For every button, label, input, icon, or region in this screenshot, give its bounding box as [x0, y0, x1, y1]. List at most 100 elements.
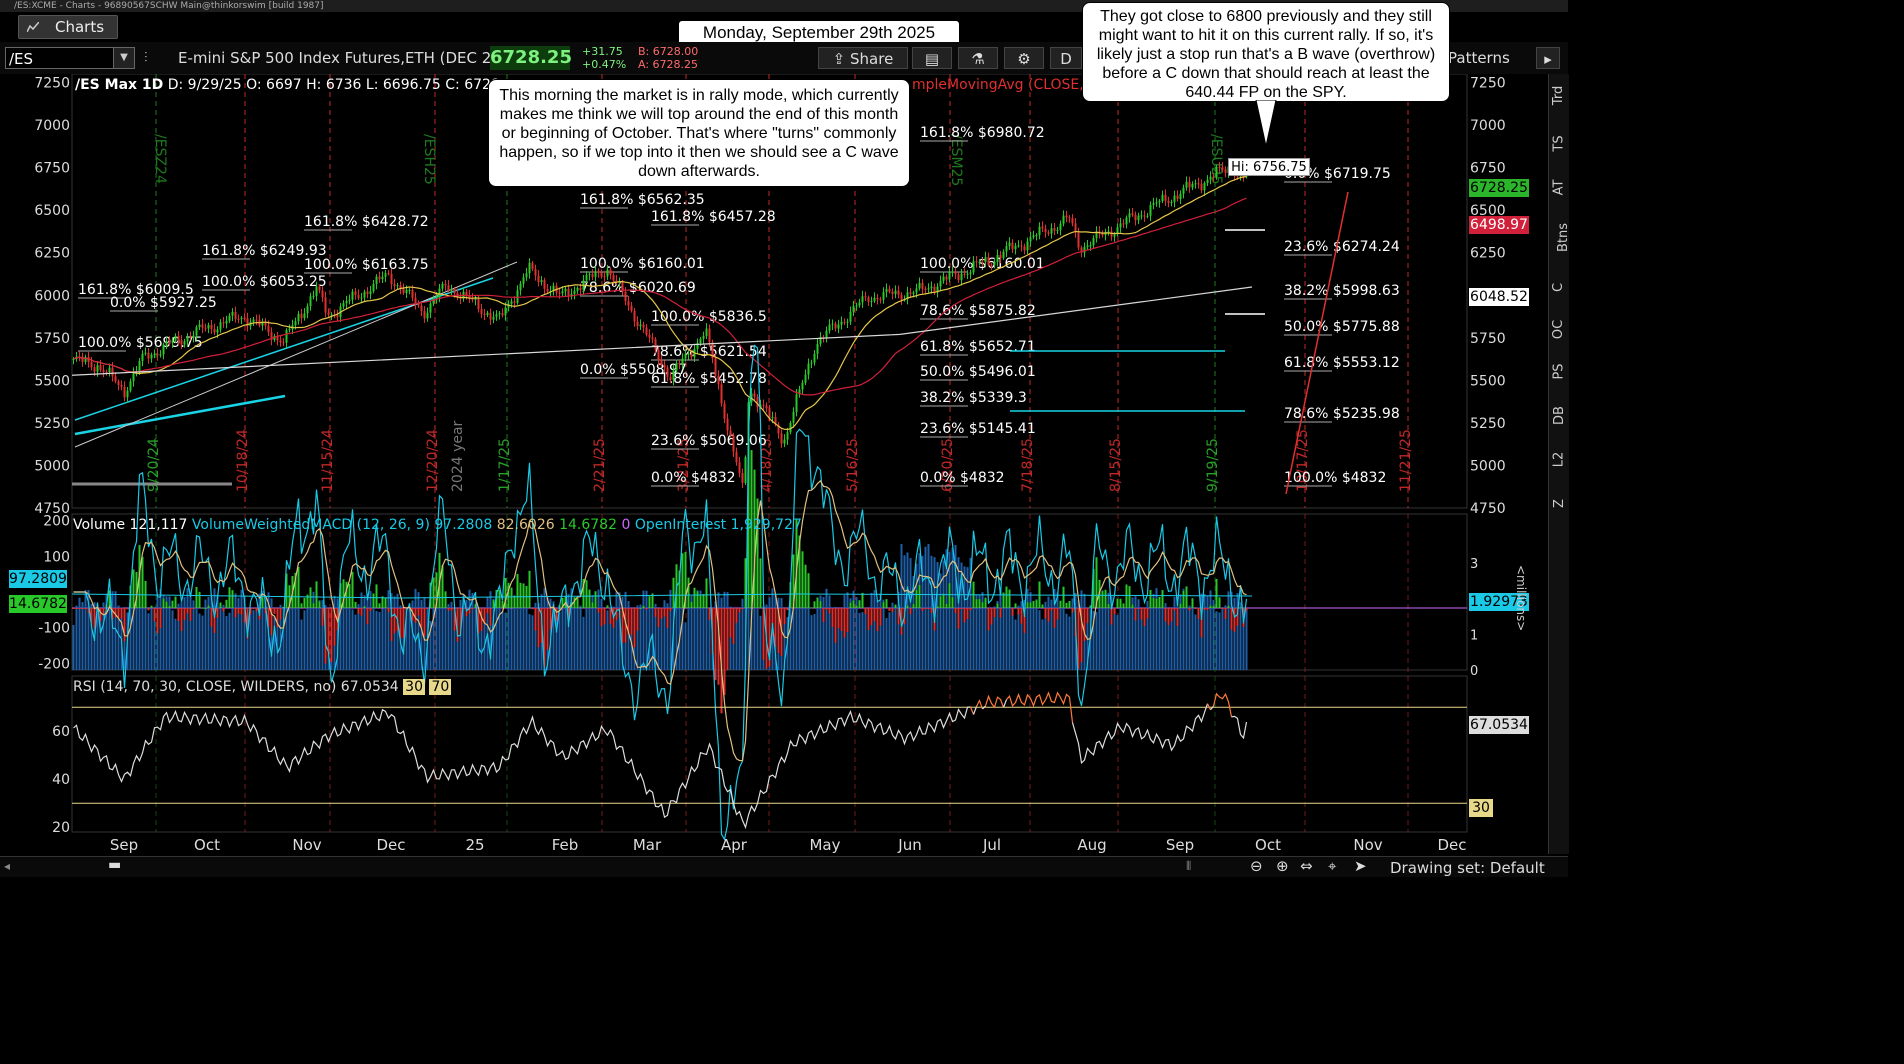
- macd-hist-bar: [216, 608, 219, 618]
- candle-body: [915, 288, 918, 293]
- candle-body: [180, 340, 183, 345]
- macd-hist-bar: [195, 586, 198, 608]
- macd-hist-bar: [189, 608, 192, 621]
- rsi-line: [1002, 699, 1008, 708]
- volume-bar: [339, 592, 342, 670]
- volume-bar: [783, 611, 786, 670]
- sidebar-item-db[interactable]: DB: [1551, 406, 1567, 425]
- rsi-tick-label: 20: [52, 820, 70, 836]
- sidebar-item-l2[interactable]: L2: [1551, 451, 1567, 468]
- scroll-grip-icon[interactable]: ⦀: [1186, 859, 1192, 873]
- macd-hist-bar: [1155, 598, 1158, 608]
- rsi-label: RSI (14, 70, 30, CLOSE, WILDERS, no): [73, 679, 337, 695]
- tab-charts[interactable]: Charts: [18, 15, 118, 39]
- volume-bar: [309, 602, 312, 670]
- macd-hist-bar: [1140, 608, 1143, 620]
- volume-bar: [687, 604, 690, 670]
- patterns-button[interactable]: Patterns: [1448, 49, 1510, 67]
- volume-bar: [228, 612, 231, 670]
- candle-body: [621, 281, 624, 292]
- candle-body: [108, 367, 111, 373]
- volume-bar: [690, 595, 693, 670]
- pin-icon[interactable]: ⫶: [144, 50, 148, 66]
- candle-body: [366, 291, 369, 295]
- volume-bar: [1059, 605, 1062, 670]
- candle-body: [852, 305, 855, 312]
- collapse-button[interactable]: ▸: [1536, 47, 1560, 69]
- symbol-input[interactable]: /ES ▼: [5, 47, 135, 69]
- vertical-date-label: 2024 year: [450, 420, 466, 492]
- macd-hist-bar: [498, 589, 501, 608]
- macd-hist-bar: [261, 597, 264, 608]
- volume-bar: [1062, 603, 1065, 670]
- volume-bar: [588, 594, 591, 670]
- cursor-icon[interactable]: ➤: [1354, 857, 1367, 875]
- zoom-out-icon[interactable]: ⊖: [1250, 857, 1263, 875]
- macd-hist-bar: [435, 572, 438, 608]
- sidebar-item-oc[interactable]: OC: [1551, 319, 1567, 340]
- candle-body: [918, 282, 921, 289]
- macd-hist-bar: [276, 608, 279, 627]
- candle-body: [948, 272, 951, 280]
- share-button[interactable]: ⇪ Share: [818, 47, 908, 69]
- candle-body: [804, 374, 807, 383]
- candle-body: [540, 280, 543, 283]
- candle-body: [204, 327, 207, 329]
- scroll-left-icon[interactable]: ◂: [4, 859, 11, 873]
- candle-body: [156, 353, 159, 356]
- volume-bar: [1185, 598, 1188, 670]
- zoom-in-icon[interactable]: ⊕: [1276, 857, 1289, 875]
- sidebar-item-btns[interactable]: Btns: [1556, 222, 1572, 253]
- candle-body: [300, 313, 303, 319]
- chart-area[interactable]: 9/20/24 10/18/24 11/15/24 12/20/24 2024 year…: [0, 74, 1548, 856]
- volume-bar: [819, 595, 822, 670]
- sidebar-item-z[interactable]: Z: [1551, 499, 1567, 508]
- timeframe-button[interactable]: D: [1050, 47, 1082, 69]
- drawing-set[interactable]: Drawing set: Default: [1390, 859, 1545, 877]
- macd-hist-bar: [513, 595, 516, 608]
- sidebar-item-ps[interactable]: PS: [1551, 363, 1567, 380]
- macd-hist-bar: [636, 608, 639, 631]
- sidebar-item-trd[interactable]: Trd: [1551, 85, 1567, 106]
- volume-bar: [207, 597, 210, 670]
- candle-body: [186, 336, 189, 342]
- chart-background: [0, 74, 1548, 856]
- volume-bar: [549, 598, 552, 670]
- macd-hist-bar: [708, 608, 711, 621]
- macd-hist-bar: [90, 608, 93, 625]
- candle-body: [801, 382, 804, 390]
- fit-icon[interactable]: ⇔: [1300, 857, 1313, 875]
- fib-level-label: 61.8% $5652.71: [920, 339, 1036, 355]
- price-tick-label-right: 6250: [1470, 246, 1506, 262]
- volume-bar: [222, 604, 225, 670]
- candle-body: [90, 362, 93, 368]
- macd-hist-bar: [744, 558, 747, 608]
- candle-body: [468, 294, 471, 299]
- macd-hist-bar: [120, 608, 123, 619]
- macd-hist-bar: [285, 573, 288, 608]
- scroll-handle[interactable]: ▬: [108, 857, 122, 873]
- macd-hist-bar: [801, 551, 804, 608]
- volume-bar: [1203, 593, 1206, 670]
- sidebar-item-ts[interactable]: TS: [1551, 135, 1567, 152]
- settings-button[interactable]: ⚙: [1004, 47, 1044, 69]
- macd-hist-bar: [792, 554, 795, 608]
- candle-body: [123, 386, 126, 398]
- candle-body: [279, 340, 282, 343]
- flask-button[interactable]: ⚗: [958, 47, 998, 69]
- macd-hist-bar: [345, 581, 348, 608]
- crosshair-icon[interactable]: ⌖: [1328, 857, 1337, 875]
- studies-button[interactable]: ▤: [912, 47, 952, 69]
- candle-body: [174, 336, 177, 341]
- volume-bar: [837, 613, 840, 670]
- macd-hist-bar: [996, 603, 999, 608]
- sidebar-item-at[interactable]: AT: [1551, 179, 1567, 196]
- vertical-date-label: 3/21/25: [676, 438, 692, 492]
- sidebar-item-c[interactable]: C: [1551, 282, 1567, 293]
- chevron-down-icon[interactable]: ▼: [113, 48, 134, 68]
- volume-bar: [123, 613, 126, 670]
- candle-body: [612, 275, 615, 281]
- volume-bar: [879, 593, 882, 670]
- volume-bar: [186, 588, 189, 670]
- volume-bar: [912, 576, 915, 670]
